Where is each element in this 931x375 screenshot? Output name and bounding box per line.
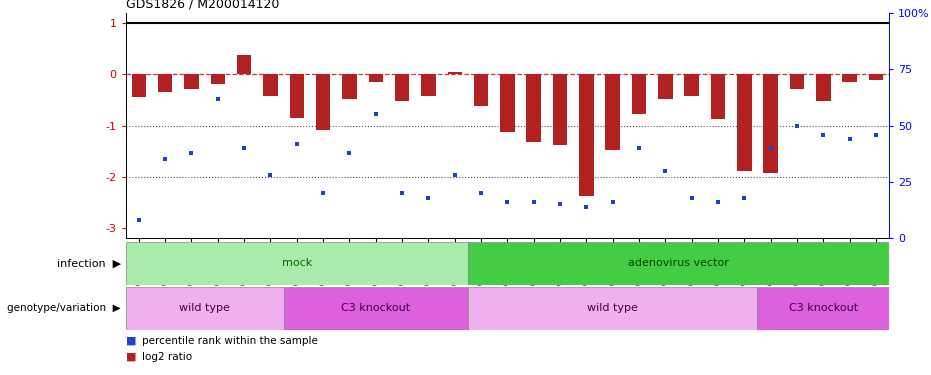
Bar	[763, 75, 778, 172]
Bar	[710, 75, 725, 120]
Text: C3 knockout: C3 knockout	[341, 303, 411, 313]
Point	[789, 123, 804, 129]
Text: genotype/variation  ▶: genotype/variation ▶	[7, 303, 121, 313]
Bar	[421, 75, 436, 96]
Point	[710, 199, 725, 205]
Point	[474, 190, 489, 196]
Bar	[468, 287, 758, 330]
Bar	[816, 75, 830, 101]
Bar	[236, 55, 251, 75]
Bar	[263, 75, 277, 96]
Bar	[468, 242, 889, 285]
Bar	[758, 287, 889, 330]
Point	[421, 195, 436, 201]
Bar	[737, 75, 751, 171]
Bar	[290, 75, 304, 118]
Text: infection  ▶: infection ▶	[57, 258, 121, 268]
Bar	[579, 75, 594, 196]
Point	[157, 156, 172, 162]
Bar	[395, 75, 410, 101]
Bar	[843, 75, 857, 82]
Bar	[789, 75, 804, 89]
Point	[500, 199, 515, 205]
Point	[526, 199, 541, 205]
Point	[236, 145, 251, 151]
Text: GDS1826 / M200014120: GDS1826 / M200014120	[126, 0, 279, 10]
Point	[316, 190, 331, 196]
Text: log2 ratio: log2 ratio	[142, 352, 193, 362]
Point	[369, 111, 384, 117]
Point	[843, 136, 857, 142]
Bar	[126, 242, 468, 285]
Bar	[343, 75, 357, 99]
Point	[684, 195, 699, 201]
Point	[869, 132, 884, 138]
Point	[290, 141, 304, 147]
Bar	[316, 75, 331, 130]
Point	[579, 204, 594, 210]
Bar	[158, 75, 172, 92]
Text: adenovirus vector: adenovirus vector	[628, 258, 729, 268]
Point	[763, 145, 778, 151]
Bar	[448, 72, 462, 75]
Bar	[632, 75, 646, 114]
Bar	[658, 75, 672, 99]
Bar	[500, 75, 515, 132]
Bar	[553, 75, 567, 145]
Bar	[126, 287, 284, 330]
Bar	[369, 75, 383, 82]
Point	[184, 150, 199, 156]
Point	[816, 132, 830, 138]
Point	[447, 172, 462, 178]
Bar	[684, 75, 699, 96]
Bar	[184, 75, 198, 89]
Text: ■: ■	[126, 352, 136, 362]
Text: wild type: wild type	[587, 303, 638, 313]
Bar	[605, 75, 620, 150]
Point	[605, 199, 620, 205]
Bar	[210, 75, 225, 84]
Point	[736, 195, 751, 201]
Bar	[284, 287, 468, 330]
Point	[210, 96, 225, 102]
Bar	[474, 75, 488, 106]
Text: percentile rank within the sample: percentile rank within the sample	[142, 336, 318, 346]
Point	[553, 201, 568, 207]
Point	[263, 172, 278, 178]
Text: C3 knockout: C3 knockout	[789, 303, 857, 313]
Point	[631, 145, 646, 151]
Text: wild type: wild type	[180, 303, 230, 313]
Text: ■: ■	[126, 336, 136, 346]
Bar	[527, 75, 541, 142]
Bar	[131, 75, 146, 98]
Point	[342, 150, 357, 156]
Text: mock: mock	[282, 258, 312, 268]
Point	[395, 190, 410, 196]
Point	[131, 217, 146, 223]
Bar	[869, 75, 884, 80]
Point	[658, 168, 673, 174]
